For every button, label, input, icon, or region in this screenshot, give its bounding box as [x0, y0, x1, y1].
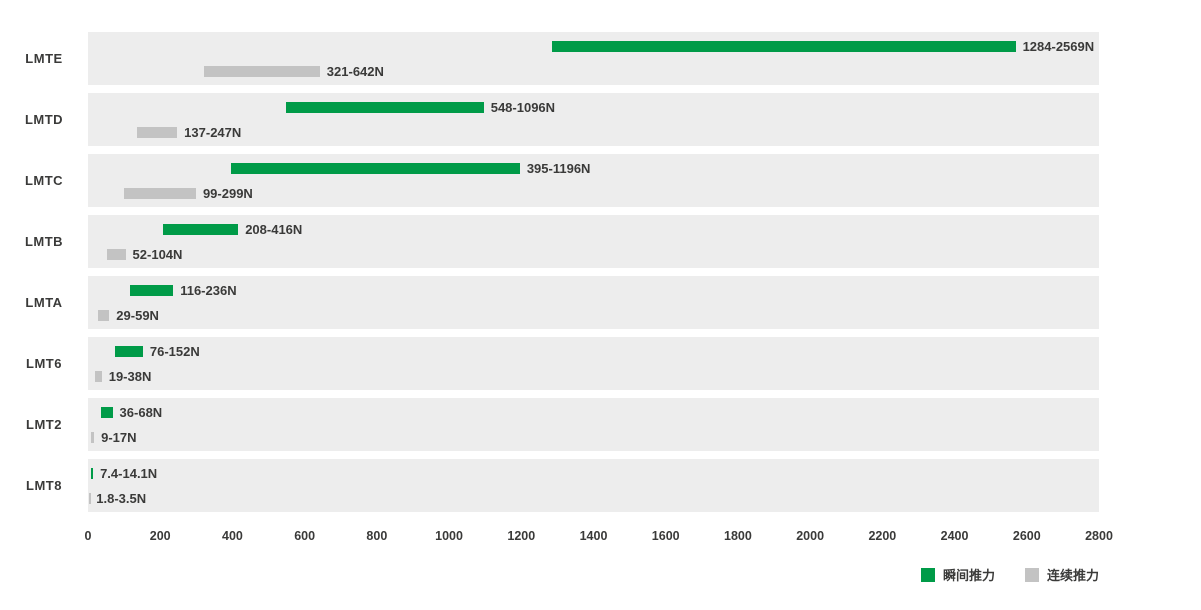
continuous-thrust-bar	[98, 310, 110, 321]
continuous-thrust-value-label: 29-59N	[116, 308, 159, 323]
category-label: LMTA	[25, 295, 63, 310]
category-label: LMTC	[24, 173, 64, 188]
legend-label: 瞬间推力	[942, 568, 995, 583]
continuous-thrust-value-label: 99-299N	[202, 186, 253, 201]
x-tick-label: 2800	[1085, 529, 1113, 543]
chart-row-lmta: LMTA 116-236N 29-59N	[0, 276, 1201, 329]
continuous-thrust-bar	[123, 188, 196, 199]
instant-thrust-value-label: 76-152N	[149, 344, 200, 359]
instant-thrust-value-label: 208-416N	[245, 222, 303, 237]
chart-row-lmtb: LMTB 208-416N 52-104N	[0, 215, 1201, 268]
x-tick-label: 1400	[579, 529, 608, 543]
continuous-thrust-value-label: 1.8-3.5N	[96, 491, 147, 506]
category-label: LMT8	[26, 478, 62, 493]
legend: 瞬间推力 连续推力	[920, 565, 1099, 584]
instant-thrust-swatch-icon	[920, 567, 935, 582]
instant-thrust-value-label: 395-1196N	[526, 161, 591, 176]
row-band: 116-236N 29-59N	[88, 276, 1099, 329]
row-band: 76-152N 19-38N	[88, 337, 1099, 390]
row-band: 208-416N 52-104N	[88, 215, 1099, 268]
category-label: LMTE	[25, 51, 63, 66]
instant-thrust-value-label: 1284-2569N	[1022, 39, 1095, 54]
continuous-thrust-bar	[94, 371, 102, 382]
category-label: LMT6	[26, 356, 62, 371]
chart-row-lmt2: LMT2 36-68N 9-17N	[0, 398, 1201, 451]
category-label: LMTB	[24, 234, 64, 249]
instant-thrust-value-label: 7.4-14.1N	[100, 466, 158, 481]
category-label: LMT2	[26, 417, 62, 432]
x-tick-label: 600	[294, 529, 316, 543]
continuous-thrust-bar	[106, 249, 126, 260]
row-band: 36-68N 9-17N	[88, 398, 1099, 451]
continuous-thrust-value-label: 52-104N	[132, 247, 183, 262]
x-tick-label: 0	[84, 529, 92, 543]
instant-thrust-bar	[230, 163, 520, 174]
instant-thrust-value-label: 36-68N	[119, 405, 163, 420]
chart-rows: LMTE 1284-2569N 321-642N LMTD 548-1096N 137-2…	[0, 32, 1201, 512]
instant-thrust-bar	[100, 407, 113, 418]
x-tick-label: 800	[366, 529, 388, 543]
instant-thrust-value-label: 548-1096N	[490, 100, 556, 115]
chart-row-lmt6: LMT6 76-152N 19-38N	[0, 337, 1201, 390]
category-label: LMTD	[24, 112, 64, 127]
x-tick-label: 2600	[1012, 529, 1041, 543]
continuous-thrust-bar	[137, 127, 178, 138]
x-axis: 0 200 400 600 800 1000 1200 1400 1600 1800 2000 220…	[84, 529, 1113, 547]
chart-row-lmtc: LMTC 395-1196N 99-299N	[0, 154, 1201, 207]
x-tick-label: 2400	[940, 529, 969, 543]
x-tick-label: 1000	[435, 529, 463, 543]
chart-row-lmtd: LMTD 548-1096N 137-247N	[0, 93, 1201, 146]
x-tick-label: 400	[221, 529, 243, 543]
legend-item-continuous-thrust: 连续推力	[1024, 565, 1099, 584]
continuous-thrust-value-label: 9-17N	[101, 430, 137, 445]
legend-label: 连续推力	[1046, 568, 1099, 583]
x-tick-label: 2200	[868, 529, 897, 543]
x-tick-label: 2000	[796, 529, 825, 543]
instant-thrust-bar	[285, 102, 484, 113]
continuous-thrust-bar	[91, 432, 95, 443]
instant-thrust-bar	[551, 41, 1016, 52]
continuous-thrust-swatch-icon	[1024, 567, 1039, 582]
continuous-thrust-bar	[88, 493, 91, 504]
continuous-thrust-value-label: 137-247N	[184, 125, 242, 140]
x-tick-label: 1800	[724, 529, 752, 543]
continuous-thrust-value-label: 321-642N	[326, 64, 384, 79]
row-band: 548-1096N 137-247N	[88, 93, 1099, 146]
continuous-thrust-value-label: 19-38N	[108, 369, 152, 384]
legend-item-instant-thrust: 瞬间推力	[920, 565, 995, 584]
instant-thrust-bar	[115, 346, 143, 357]
instant-thrust-bar	[163, 224, 239, 235]
instant-thrust-bar	[129, 285, 174, 296]
chart-row-lmte: LMTE 1284-2569N 321-642N	[0, 32, 1201, 85]
row-band: 395-1196N 99-299N	[88, 154, 1099, 207]
row-band: 1284-2569N 321-642N	[88, 32, 1099, 85]
x-tick-label: 1200	[507, 529, 536, 543]
instant-thrust-bar	[90, 468, 94, 479]
instant-thrust-value-label: 116-236N	[180, 283, 237, 298]
row-band: 7.4-14.1N 1.8-3.5N	[88, 459, 1099, 512]
continuous-thrust-bar	[203, 66, 320, 77]
x-tick-label: 200	[149, 529, 171, 543]
chart-row-lmt8: LMT8 7.4-14.1N 1.8-3.5N	[0, 459, 1201, 512]
x-tick-label: 1600	[651, 529, 680, 543]
